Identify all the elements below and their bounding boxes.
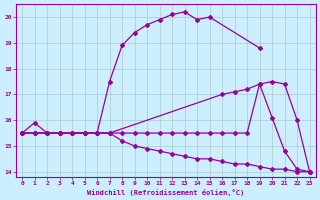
X-axis label: Windchill (Refroidissement éolien,°C): Windchill (Refroidissement éolien,°C) bbox=[87, 189, 244, 196]
